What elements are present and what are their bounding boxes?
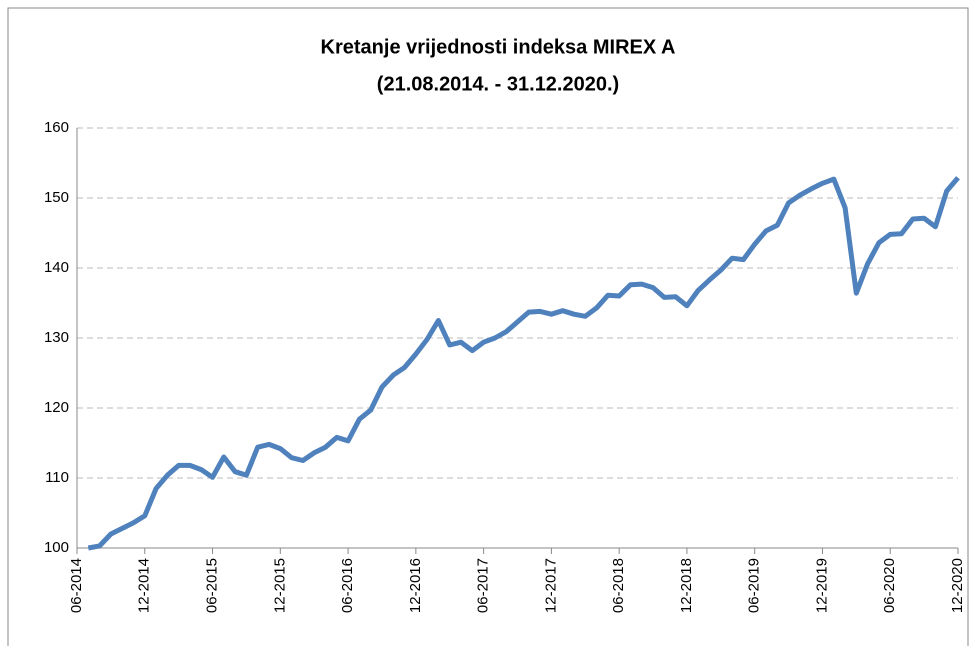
x-tick-label: 12-2018 <box>678 558 695 613</box>
x-tick-label: 06-2017 <box>475 558 492 613</box>
chart-subtitle: (21.08.2014. - 31.12.2020.) <box>377 73 619 95</box>
chart-title: Kretanje vrijednosti indeksa MIREX A <box>321 36 676 58</box>
x-tick-label: 12-2017 <box>542 558 559 613</box>
y-tick-label: 150 <box>44 189 69 206</box>
y-tick-label: 160 <box>44 119 69 136</box>
x-tick-label: 12-2015 <box>271 558 288 613</box>
x-tick-label: 12-2019 <box>813 558 830 613</box>
x-tick-label: 06-2016 <box>339 558 356 613</box>
x-tick-label: 06-2015 <box>204 558 221 613</box>
x-tick-label: 12-2014 <box>136 558 153 613</box>
y-tick-label: 130 <box>44 329 69 346</box>
x-tick-label: 06-2018 <box>610 558 627 613</box>
y-tick-label: 110 <box>45 469 69 486</box>
y-tick-label: 140 <box>44 259 69 276</box>
x-tick-label: 06-2019 <box>746 558 763 613</box>
y-tick-label: 100 <box>44 539 69 556</box>
x-tick-label: 12-2016 <box>407 558 424 613</box>
x-tick-label: 12-2020 <box>949 558 966 613</box>
x-tick-label: 06-2014 <box>68 558 85 613</box>
x-tick-label: 06-2020 <box>881 558 898 613</box>
line-series <box>87 176 960 551</box>
chart-frame <box>7 7 969 646</box>
y-tick-label: 120 <box>44 399 69 416</box>
